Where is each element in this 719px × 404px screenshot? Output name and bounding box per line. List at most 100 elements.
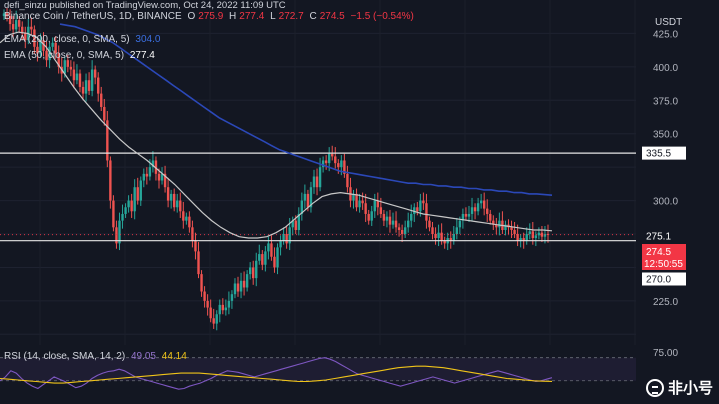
- candle-body: [379, 207, 383, 214]
- candle-body: [188, 216, 191, 228]
- candle-body: [516, 234, 519, 241]
- close-value: 274.5: [319, 11, 345, 22]
- candle-body: [36, 46, 39, 54]
- high-label: H: [229, 11, 237, 22]
- candle-body: [224, 307, 228, 311]
- axis-tick-label: 300.0: [653, 197, 678, 208]
- symbol-title[interactable]: Binance Coin / TetherUS, 1D, BINANCE: [4, 11, 182, 22]
- candle-body: [382, 213, 386, 221]
- candle-body: [45, 50, 48, 61]
- candle-body: [48, 46, 51, 61]
- candle-body: [51, 42, 54, 47]
- candle-body: [185, 216, 188, 221]
- candle-body: [440, 232, 443, 241]
- candle-body: [197, 251, 200, 275]
- candle-body: [397, 227, 401, 230]
- candle-body: [486, 208, 489, 214]
- candle-body: [81, 86, 85, 94]
- candle-body: [297, 213, 300, 230]
- candle-body: [151, 160, 155, 168]
- candle-body: [100, 93, 103, 107]
- candle-body: [218, 304, 221, 315]
- candle-body: [306, 193, 310, 208]
- candle-body: [133, 187, 136, 212]
- axis-tick-label: 375.0: [653, 96, 678, 107]
- candle-body: [331, 153, 334, 157]
- candle-body: [285, 234, 288, 244]
- candle-body: [203, 291, 206, 301]
- candle-body: [264, 251, 267, 265]
- watermark: 非小号: [645, 377, 713, 398]
- candle-body: [157, 173, 161, 181]
- candle-body: [479, 200, 483, 204]
- candle-body: [194, 240, 197, 252]
- candle-body: [482, 200, 486, 209]
- candle-body: [236, 283, 240, 292]
- candle-body: [148, 167, 152, 177]
- rsi-legend[interactable]: RSI (14, close, SMA, 14, 2) 49.05 44.14: [4, 351, 190, 362]
- candle-body: [370, 211, 373, 221]
- candle-body: [413, 207, 416, 214]
- candle-body: [112, 200, 115, 228]
- candle-body: [473, 207, 477, 212]
- tag-lower-level-box: [642, 272, 686, 286]
- candle-body: [182, 211, 185, 221]
- candle-body: [160, 173, 164, 181]
- candle-body: [169, 193, 173, 201]
- candle-body: [443, 240, 446, 244]
- candle-body: [525, 234, 528, 241]
- ema50-value: 277.4: [129, 50, 155, 61]
- candle-body: [528, 231, 531, 235]
- candle-body: [334, 156, 337, 164]
- candle-body: [11, 24, 15, 30]
- ema200-label: EMA (200, close, 0, SMA, 5): [4, 34, 130, 45]
- candle-body: [312, 176, 316, 188]
- axis-tick-label: 425.0: [653, 29, 678, 40]
- candle-body: [519, 238, 522, 241]
- candle-body: [209, 307, 212, 319]
- candle-body: [191, 227, 194, 241]
- candle-body: [267, 243, 270, 252]
- candle-body: [84, 80, 88, 94]
- ema50-label: EMA (50, close, 0, SMA, 5): [4, 50, 125, 61]
- candle-body: [315, 176, 319, 188]
- candle-body: [17, 20, 21, 27]
- candle-body: [21, 26, 24, 34]
- candle-body: [428, 220, 431, 228]
- candle-body: [352, 193, 355, 201]
- tag-ema50-box: [642, 229, 686, 243]
- candle-body: [75, 73, 79, 81]
- candle-body: [69, 66, 73, 70]
- candle-body: [245, 274, 249, 288]
- candle-body: [252, 267, 255, 279]
- candle-body: [300, 200, 304, 214]
- ema50-legend[interactable]: EMA (50, close, 0, SMA, 5) 277.4: [4, 50, 158, 61]
- axis-background: [636, 0, 719, 404]
- axis-tick-label: 75.00: [653, 348, 678, 359]
- axis-tick-label: 400.0: [653, 63, 678, 74]
- tag-lower-level: 270.0: [646, 275, 671, 286]
- candle-body: [145, 173, 149, 177]
- candle-body: [358, 200, 361, 208]
- candle-body: [2, 13, 6, 17]
- watermark-text: 非小号: [667, 380, 713, 397]
- low-label: L: [270, 11, 276, 22]
- candle-body: [78, 73, 82, 87]
- candle-body: [261, 254, 264, 265]
- candle-body: [309, 187, 313, 208]
- candle-body: [324, 160, 328, 164]
- ema200-legend[interactable]: EMA (200, close, 0, SMA, 5) 304.0: [4, 34, 163, 45]
- candle-body: [248, 267, 252, 275]
- rsi-value: 49.05: [130, 351, 156, 362]
- candle-body: [130, 200, 133, 212]
- candle-body: [437, 232, 440, 239]
- candle-body: [425, 203, 428, 221]
- candle-body: [403, 227, 407, 235]
- candle-body: [543, 234, 547, 237]
- candle-body: [179, 200, 182, 212]
- candle-body: [172, 193, 176, 208]
- candle-body: [461, 213, 465, 221]
- axis-tick-label: 350.0: [653, 130, 678, 141]
